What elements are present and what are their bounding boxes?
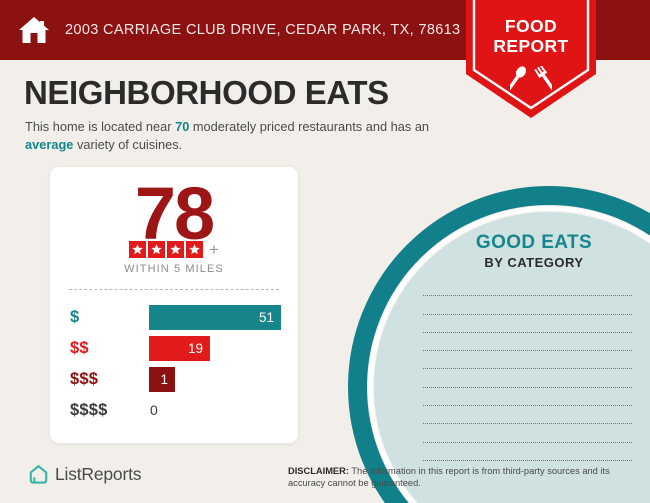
price-tier-label: $$ — [70, 338, 89, 357]
category-dot-leader — [423, 441, 632, 443]
category-dot-leader — [423, 367, 632, 370]
price-tier-chart: $51 $$ 19 $$$ 1 $$$$ 0 — [50, 303, 298, 427]
eats-score: 78 — [134, 172, 215, 255]
price-tier-value: 1 — [160, 371, 168, 387]
variety-highlight: average — [25, 136, 74, 152]
price-tier-bar: 1 — [149, 366, 175, 392]
price-tier-bar: 19 — [149, 335, 210, 361]
page-title: NEIGHBORHOOD EATS — [24, 74, 389, 111]
category-count — [636, 372, 650, 373]
category-dot-leader — [423, 386, 632, 388]
good-eats-subtitle: BY CATEGORY — [484, 255, 584, 270]
star-icon — [186, 241, 204, 258]
price-tier-label: $ — [70, 307, 80, 326]
score-card: 78 + WITHIN 5 MILES $51 $$ 19 $$$ 1 $$$$ 0 — [50, 167, 298, 443]
category-count — [636, 427, 650, 428]
category-dot-leader — [423, 459, 632, 461]
category-row — [418, 355, 650, 373]
price-tier-row: $$$$ 0 — [50, 396, 298, 424]
category-dot-leader — [423, 313, 632, 315]
disclaimer-text: The information in this report is from t… — [288, 466, 610, 489]
category-count — [636, 446, 650, 447]
category-dot-leader — [423, 294, 632, 297]
price-tier-label: $$$ — [70, 369, 99, 388]
price-tier-bar-wrap: 51 — [149, 304, 298, 330]
price-tier-row: $$ 19 — [50, 334, 298, 362]
star-rating: + — [50, 241, 298, 258]
badge-line-1: FOOD — [504, 16, 558, 36]
category-list — [418, 282, 650, 465]
price-tier-row: $51 — [50, 303, 298, 331]
page-subtitle: This home is located near 70 moderately … — [25, 118, 445, 153]
restaurant-count-highlight: 70 — [175, 119, 190, 134]
listreports-mark-icon — [28, 464, 49, 485]
good-eats-title: GOOD EATS — [475, 232, 593, 253]
property-address: 2003 CARRIAGE CLUB DRIVE, CEDAR PARK, TX… — [65, 22, 461, 38]
category-row — [418, 337, 650, 355]
category-row — [418, 447, 650, 465]
badge-title: FOOD REPORT — [466, 16, 596, 56]
food-report-badge: FOOD REPORT — [466, 0, 596, 120]
listreports-brand-text: ListReports — [55, 464, 142, 484]
category-row — [418, 410, 650, 428]
good-eats-panel: GOOD EATS BY CATEGORY — [418, 232, 650, 465]
price-tier-value: 19 — [187, 340, 203, 356]
spoon-fork-icon — [510, 66, 552, 100]
price-tier-bar-wrap: 19 — [149, 335, 298, 361]
category-dot-leader — [423, 349, 632, 352]
badge-line-2: REPORT — [493, 36, 569, 56]
star-plus-sign: + — [209, 240, 219, 259]
price-tier-bar: 51 — [149, 304, 281, 330]
subtitle-text-1: This home is located near — [25, 119, 176, 134]
price-tier-bar-wrap: 0 — [149, 398, 298, 423]
category-count — [636, 409, 650, 410]
price-tier-value: 0 — [150, 401, 158, 418]
category-dot-leader — [423, 331, 632, 333]
radius-label: WITHIN 5 MILES — [124, 263, 224, 275]
category-row — [418, 428, 650, 446]
subtitle-text-3: variety of cuisines. — [73, 136, 183, 152]
price-tier-bar-wrap: 1 — [149, 366, 298, 392]
category-row — [418, 392, 650, 410]
category-dot-leader — [423, 404, 632, 407]
category-count — [636, 299, 650, 300]
disclaimer-label: DISCLAIMER: — [288, 466, 349, 476]
category-row — [418, 319, 650, 337]
category-row — [418, 300, 650, 318]
star-icon — [129, 241, 147, 258]
category-count — [636, 336, 650, 337]
category-count — [636, 391, 650, 392]
listreports-logo[interactable]: ListReports — [28, 464, 142, 485]
category-count — [636, 354, 650, 355]
home-icon — [17, 13, 51, 47]
subtitle-text-2: moderately priced restaurants and has an — [189, 119, 430, 134]
category-row — [418, 373, 650, 391]
card-divider — [69, 289, 279, 290]
price-tier-value: 51 — [258, 309, 274, 325]
disclaimer: DISCLAIMER: The information in this repo… — [288, 465, 640, 490]
price-tier-row: $$$ 1 — [50, 365, 298, 393]
price-tier-label: $$$$ — [70, 400, 108, 419]
star-icon — [167, 241, 185, 258]
category-dot-leader — [423, 422, 632, 425]
category-count — [636, 318, 650, 319]
category-row — [418, 282, 650, 300]
star-icon — [148, 241, 166, 258]
